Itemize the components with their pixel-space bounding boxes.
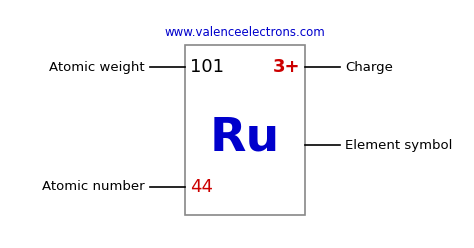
- Text: Atomic weight: Atomic weight: [49, 61, 145, 73]
- Text: 44: 44: [190, 178, 213, 196]
- Text: www.valenceelectrons.com: www.valenceelectrons.com: [164, 26, 325, 38]
- Text: Atomic number: Atomic number: [42, 181, 145, 193]
- Text: Element symbol: Element symbol: [345, 138, 452, 152]
- Text: Charge: Charge: [345, 61, 393, 73]
- Text: 101: 101: [190, 58, 224, 76]
- Text: 3+: 3+: [273, 58, 300, 76]
- Bar: [185, 45, 305, 215]
- Text: Ru: Ru: [210, 116, 280, 160]
